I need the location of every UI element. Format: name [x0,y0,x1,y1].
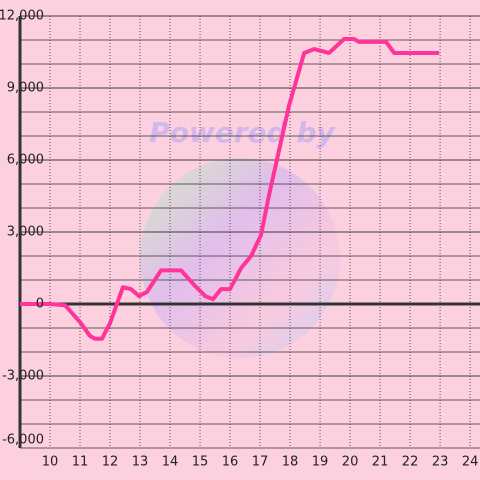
x-tick-label: 22 [402,455,419,470]
x-tick-label: 16 [222,455,239,470]
x-tick-label: 21 [372,455,389,470]
watermark-text: Powered by [149,116,336,149]
grid [18,15,480,449]
marks [20,37,440,341]
x-tick-label: 15 [192,455,209,470]
y-tick-label: 12,000 [0,9,44,24]
x-tick-label: 20 [342,455,359,470]
x-tick-label: 13 [132,455,149,470]
x-tick-label: 17 [252,455,269,470]
x-tick-label: 12 [102,455,119,470]
y-tick-label: 9,000 [7,81,44,96]
x-tick-label: 23 [432,455,449,470]
x-tick-label: 14 [162,455,179,470]
x-tick-label: 24 [462,455,479,470]
x-tick-label: 10 [42,455,59,470]
y-tick-label: 6,000 [7,153,44,168]
series-line [20,37,440,341]
y-tick-label: 0 [36,297,44,312]
y-tick-label: -3,000 [2,369,44,384]
y-tick-label: 3,000 [7,225,44,240]
x-tick-label: 19 [312,455,329,470]
x-tick-label: 18 [282,455,299,470]
y-tick-label: -6,000 [2,433,44,448]
x-tick-label: 11 [72,455,89,470]
